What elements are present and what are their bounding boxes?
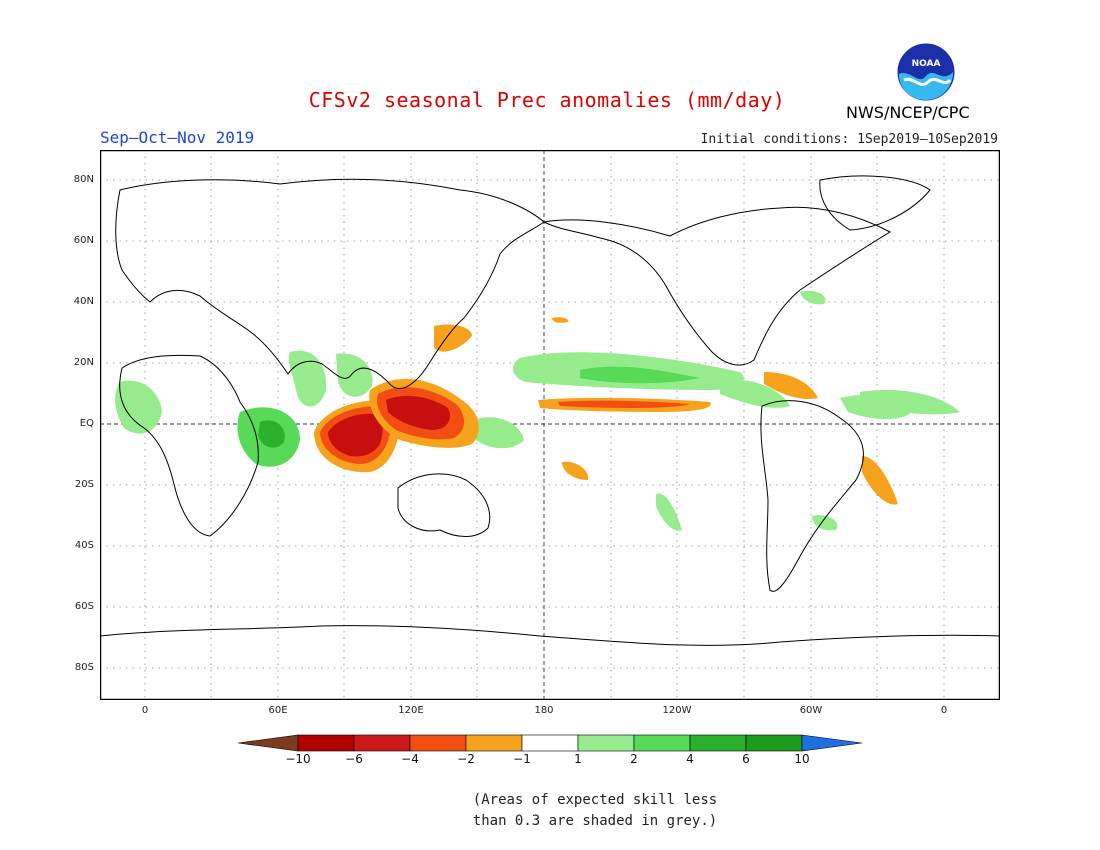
- coastline-africa: [119, 354, 259, 537]
- noaa-logo-text: NOAA: [912, 59, 941, 69]
- dry-anomaly-brazil: [862, 456, 898, 505]
- precip-anomaly-map: [100, 150, 1000, 700]
- lat-label-60s: 60S: [74, 601, 94, 612]
- colorbar-label-10: 10: [794, 752, 810, 766]
- lat-label-80n: 80N: [73, 174, 94, 185]
- colorbar-swatch-minus4-minus2: [409, 734, 467, 752]
- colorbar-swatch-minus1-1: [521, 734, 579, 752]
- wet-anomaly-new-guinea: [472, 417, 524, 449]
- colorbar-swatch-minus10-minus6: [297, 734, 355, 752]
- coastline-australia: [397, 473, 491, 537]
- lat-label-20s: 20S: [74, 479, 94, 490]
- lon-label-60w: 60W: [799, 705, 823, 716]
- dry-anomaly-east-pacific-core: [558, 400, 690, 408]
- coastline-greenland: [819, 175, 931, 231]
- colorbar: [238, 734, 862, 752]
- dry-anomalies: [314, 317, 898, 505]
- dry-anomaly-south-pacific: [562, 461, 589, 480]
- skill-note-line-2: than 0.3 are shaded in grey.): [472, 813, 718, 829]
- coastline-south-america: [760, 400, 864, 592]
- agency-label: NWS/NCEP/CPC: [846, 103, 970, 122]
- wet-anomaly-south-pacific: [656, 493, 682, 531]
- colorbar-swatch-minus2-minus1: [465, 734, 523, 752]
- colorbar-swatch-6-10: [745, 734, 803, 752]
- wet-anomaly-africa-tropical: [115, 380, 162, 434]
- lon-label-0-right: 0: [940, 705, 948, 716]
- map-title: CFSv2 seasonal Prec anomalies (mm/day): [308, 88, 786, 112]
- wet-anomaly-bay-of-bengal: [336, 353, 373, 397]
- wet-anomaly-north-atlantic: [800, 290, 826, 305]
- wet-anomaly-east-africa-core: [258, 420, 285, 448]
- lon-label-60e: 60E: [268, 705, 288, 716]
- colorbar-swatch-minus6-minus4: [353, 734, 411, 752]
- wet-anomalies: [115, 290, 960, 531]
- colorbar-label-minus10: −10: [285, 752, 311, 766]
- colorbar-label-minus6: −6: [345, 752, 363, 766]
- colorbar-swatch-1-2: [577, 734, 635, 752]
- colorbar-swatch-gt-10: [801, 734, 862, 752]
- lat-label-40s: 40S: [74, 540, 94, 551]
- dry-anomaly-japan: [434, 324, 472, 352]
- coastline-europe-asia: [115, 178, 545, 389]
- coastline-antarctica: [100, 625, 1000, 646]
- colorbar-label-minus4: −4: [401, 752, 419, 766]
- lat-label-80s: 80S: [74, 662, 94, 673]
- dry-anomaly-indian-ocean-strong: [328, 413, 383, 457]
- colorbar-swatch-2-4: [633, 734, 691, 752]
- skill-note-line-1: (Areas of expected skill less: [472, 792, 718, 808]
- lat-label-eq: EQ: [79, 418, 94, 429]
- colorbar-label-4: 4: [686, 752, 694, 766]
- skill-note: (Areas of expected skill less than 0.3 a…: [0, 790, 1100, 832]
- wet-anomaly-atlantic: [860, 390, 960, 415]
- lon-label-180: 180: [534, 705, 554, 716]
- colorbar-label-minus2: −2: [457, 752, 475, 766]
- lon-label-0: 0: [141, 705, 149, 716]
- wet-anomaly-east-pacific-core: [580, 366, 700, 384]
- dry-anomaly-north-pacific: [552, 317, 569, 323]
- lat-label-20n: 20N: [73, 357, 94, 368]
- map-gridlines: [100, 150, 1000, 700]
- coastline-north-america: [542, 206, 892, 366]
- colorbar-swatch-lt-minus10: [238, 734, 299, 752]
- noaa-logo: NOAA: [896, 42, 956, 102]
- dry-anomaly-caribbean: [764, 372, 818, 400]
- season-label: Sep–Oct–Nov 2019: [100, 128, 255, 147]
- lon-label-120w: 120W: [662, 705, 692, 716]
- colorbar-swatch-4-6: [689, 734, 747, 752]
- lon-label-120e: 120E: [398, 705, 424, 716]
- dry-anomaly-maritime-continent-strong: [386, 395, 451, 430]
- colorbar-label-minus1: −1: [513, 752, 531, 766]
- wet-anomaly-central-america: [720, 379, 790, 408]
- lat-label-40n: 40N: [73, 296, 94, 307]
- colorbar-label-6: 6: [742, 752, 750, 766]
- initial-conditions-label: Initial conditions: 1Sep2019–10Sep2019: [700, 132, 998, 147]
- lat-label-60n: 60N: [73, 235, 94, 246]
- colorbar-label-2: 2: [630, 752, 638, 766]
- coastlines: [100, 175, 1000, 646]
- colorbar-label-1: 1: [574, 752, 582, 766]
